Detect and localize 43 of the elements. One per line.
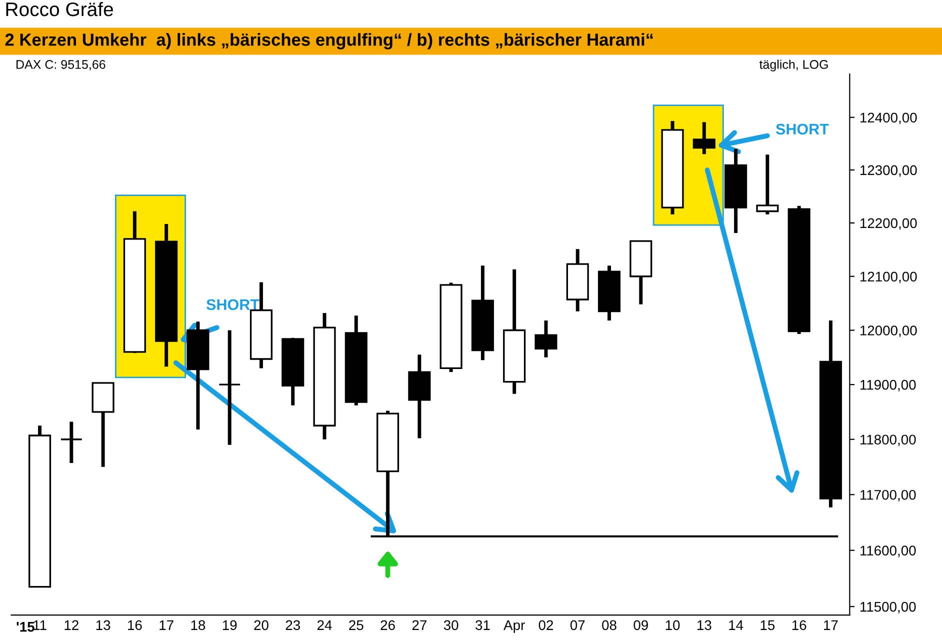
- x-tick-label: 30: [444, 620, 458, 630]
- x-tick-label: 02: [538, 620, 553, 630]
- x-tick-label: 11: [34, 620, 46, 630]
- y-tick-label: 11500,00: [860, 602, 916, 614]
- y-tick-label: 11800,00: [860, 434, 916, 446]
- x-tick-label: 07: [570, 620, 585, 630]
- x-tick-label: 10: [666, 620, 680, 630]
- x-tick-label: 14: [729, 620, 744, 630]
- x-tick-label: 23: [286, 620, 300, 630]
- chart-subtitle: 2 Kerzen Umkehr a) links „bärisches engulfing“ / b) rechts „bärischer Harami“: [5, 33, 653, 50]
- y-tick-label: 12300,00: [860, 165, 917, 177]
- text: DAX C: 9515,66: [16, 60, 106, 70]
- chart-title: Rocco Gräfe: [6, 2, 113, 16]
- x-tick-label: 09: [634, 620, 648, 630]
- x-tick-label: 24: [317, 620, 332, 630]
- x-tick-label: 13: [697, 620, 712, 630]
- y-tick-label: 11900,00: [860, 380, 916, 392]
- text: '15: [16, 622, 34, 632]
- x-tick-label: 18: [191, 620, 206, 630]
- y-tick-label: 12000,00: [860, 326, 917, 338]
- text: täglich, LOG: [759, 60, 828, 72]
- x-tick-label: 16: [128, 620, 142, 630]
- x-tick-label: 17: [160, 620, 174, 630]
- x-tick-label: 20: [254, 620, 268, 630]
- y-tick-label: 12100,00: [860, 272, 917, 284]
- annotation: SHORT: [776, 124, 829, 135]
- x-tick-label: 13: [96, 620, 110, 630]
- y-tick-label: 11600,00: [860, 546, 916, 558]
- x-tick-label: 31: [476, 620, 490, 630]
- x-tick-label: 16: [792, 620, 806, 630]
- y-tick-label: 11700,00: [860, 490, 916, 502]
- y-tick-label: 12400,00: [860, 112, 917, 124]
- x-tick-label: 08: [602, 620, 616, 630]
- x-tick-label: 17: [824, 620, 838, 630]
- y-tick-label: 12200,00: [860, 218, 917, 230]
- x-tick-label: Apr: [504, 620, 525, 633]
- x-tick-label: 15: [760, 620, 775, 630]
- x-tick-label: 25: [349, 620, 364, 630]
- annotation: SHORT: [206, 299, 260, 310]
- x-tick-label: 12: [64, 620, 78, 630]
- x-tick-label: 26: [380, 620, 395, 630]
- x-tick-label: 19: [222, 620, 237, 630]
- x-tick-label: 27: [412, 620, 426, 630]
